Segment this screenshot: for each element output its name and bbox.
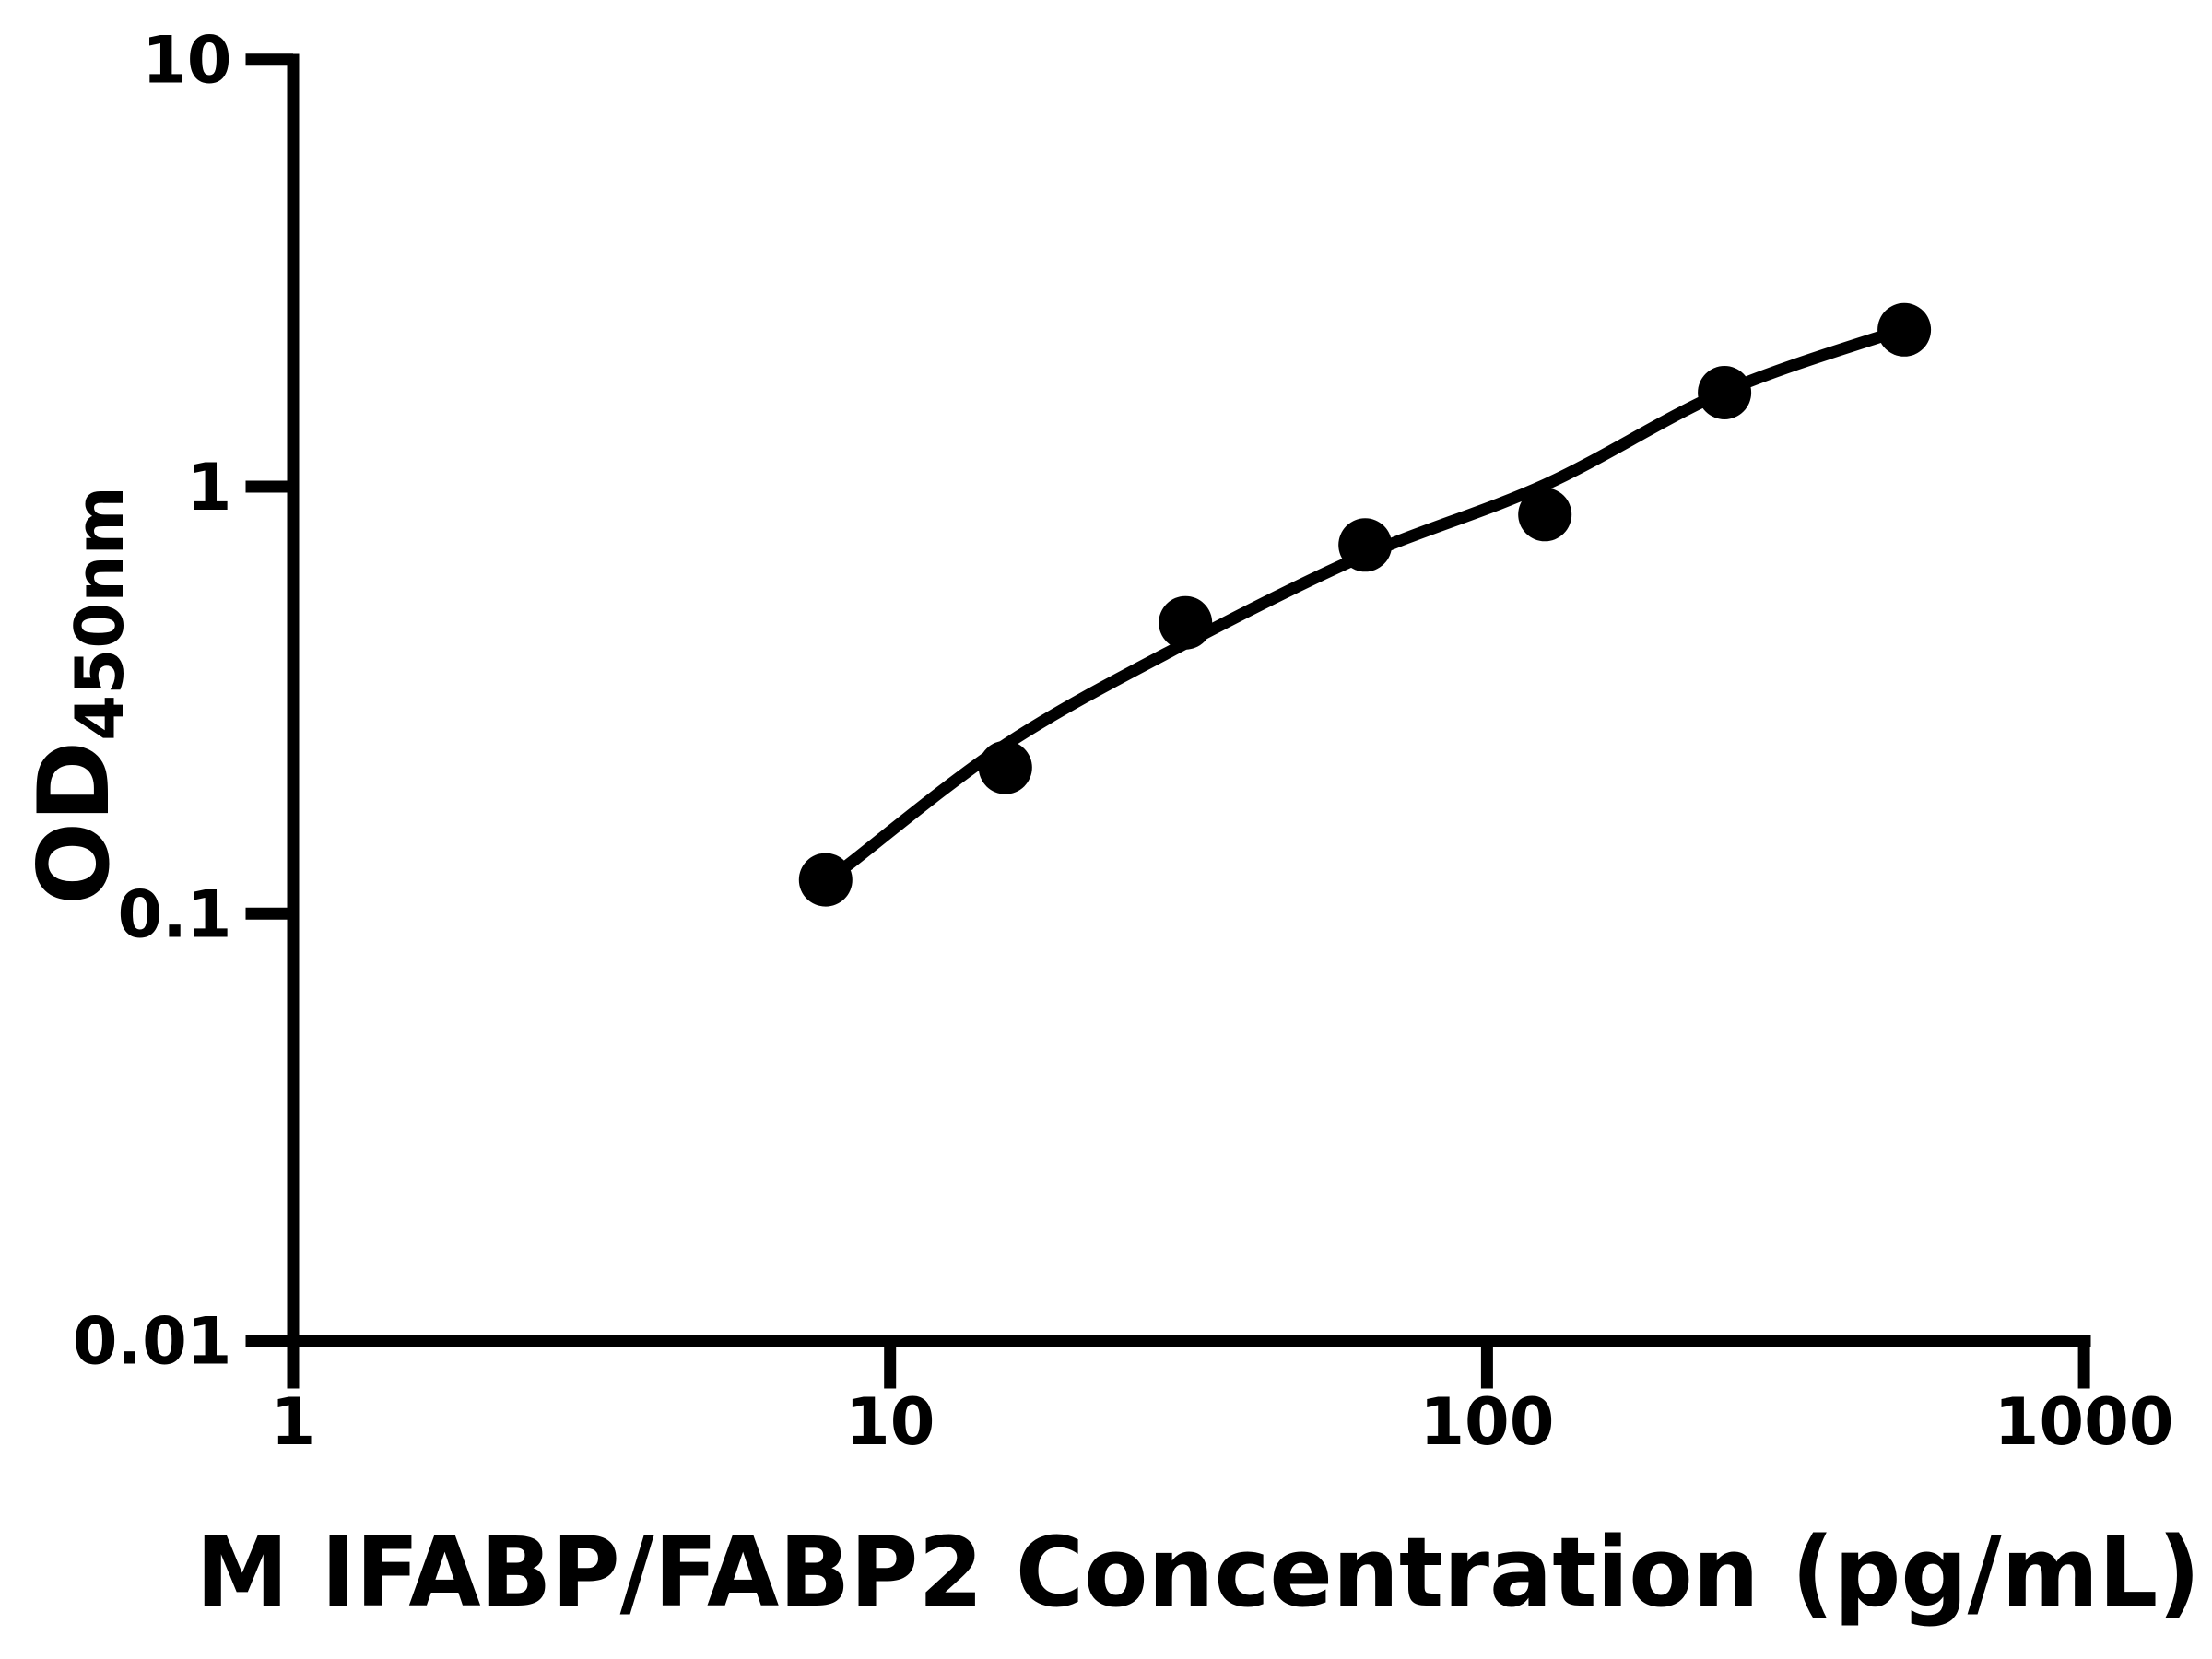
data-point-marker: [1159, 595, 1213, 650]
data-point-marker: [1338, 518, 1393, 572]
data-point-marker: [1518, 488, 1572, 542]
data-point-marker: [1877, 302, 1932, 357]
y-axis-title-subscript: 450nm: [61, 486, 138, 741]
data-point-marker: [1698, 366, 1752, 419]
y-axis-title-main: OD: [18, 741, 131, 905]
data-point-marker: [978, 740, 1032, 794]
x-tick-label: 1000: [1994, 1384, 2174, 1460]
x-tick-label: 1: [271, 1384, 316, 1460]
y-tick-label: 0.01: [73, 1304, 232, 1380]
x-tick-label: 100: [1419, 1384, 1554, 1460]
plot-area: 10 1 0.1 0.01 1 10 100 1000: [73, 23, 2174, 1460]
y-axis-title: OD450nm: [18, 486, 138, 905]
y-tick-label: 1: [187, 450, 232, 525]
x-axis-title: M IFABP/FABP2 Concentration (pg/mL): [196, 1516, 2201, 1629]
y-tick-label: 10: [142, 23, 231, 99]
data-point-marker: [798, 853, 853, 907]
y-tick-label: 0.1: [117, 877, 231, 952]
x-tick-label: 10: [845, 1384, 935, 1460]
